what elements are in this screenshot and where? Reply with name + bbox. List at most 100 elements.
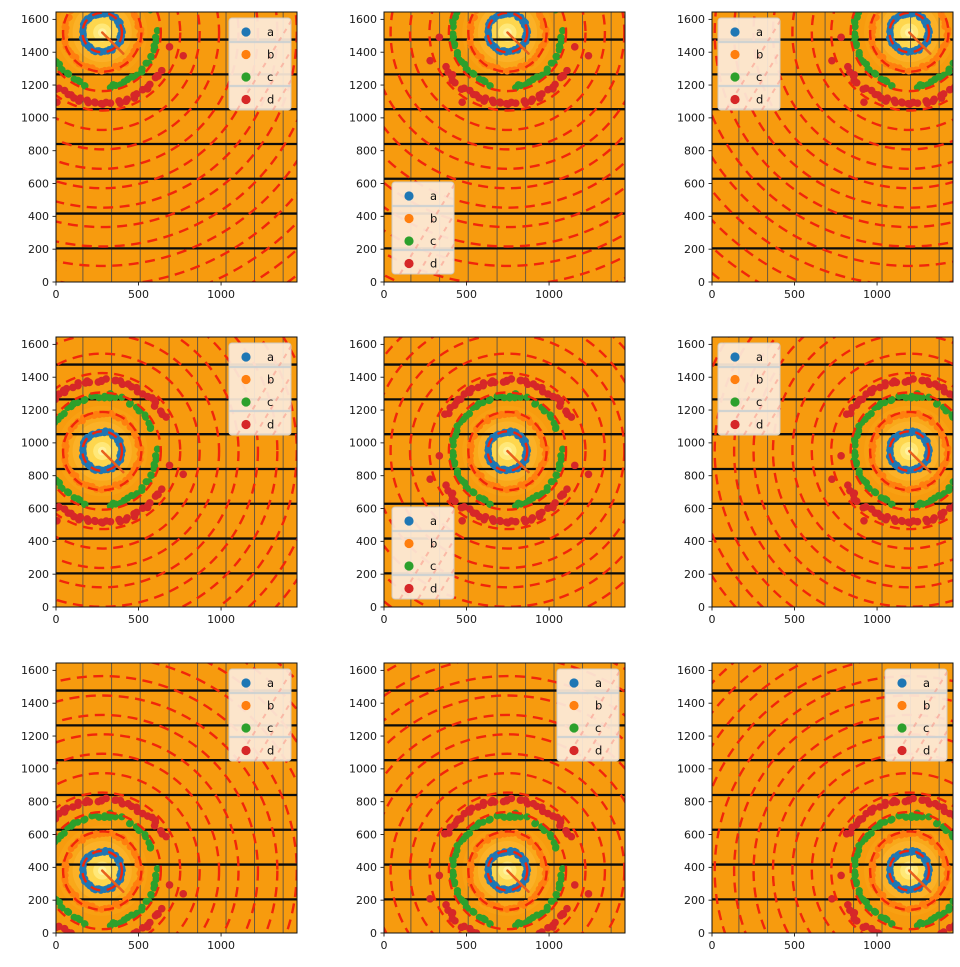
scatter-point [559, 910, 568, 918]
scatter-point [450, 42, 459, 50]
legend-marker-c [404, 236, 414, 246]
scatter-point [883, 916, 891, 924]
scatter-point [954, 844, 960, 851]
scatter-point [871, 908, 880, 916]
legend-marker-a [241, 352, 251, 362]
scatter-point [883, 496, 891, 504]
scatter-point [51, 4, 58, 7]
red-dashed-contour-circle [81, 430, 124, 473]
legend-label-b: b [756, 373, 763, 387]
axes-spines [383, 662, 626, 934]
red-dashed-contour-circle [61, 410, 143, 492]
red-dashed-contour-circle [830, 371, 953, 531]
scatter-point [891, 517, 900, 525]
scatter-point [472, 929, 481, 933]
scatter-ring-c [46, 390, 162, 510]
scatter-point [897, 98, 906, 106]
y-tick-label: 1000 [21, 112, 49, 125]
scatter-point [907, 813, 916, 822]
legend-label-d: d [430, 257, 437, 271]
scatter-point [474, 803, 482, 811]
legend-hatch-line [417, 182, 454, 274]
scatter-point [552, 52, 560, 61]
scatter-point [527, 936, 535, 944]
scatter-point [43, 915, 51, 923]
scatter-point [874, 425, 882, 433]
scatter-point [94, 797, 103, 806]
scatter-point [481, 94, 490, 103]
scatter-point [837, 33, 845, 42]
scatter-ring-d [56, 375, 188, 527]
legend-label-c: c [756, 395, 762, 409]
red-dashed-contour-circle [486, 12, 529, 54]
legend-marker-a [241, 678, 251, 688]
scatter-point [56, 815, 60, 823]
legend-label-b: b [923, 699, 930, 713]
x-tick-label: 0 [53, 613, 60, 626]
x-tick-label: 500 [128, 613, 149, 626]
red-dashed-contour-circle [888, 849, 931, 892]
legend-label-b: b [267, 699, 274, 713]
scatter-point [451, 497, 459, 506]
legend-label-d: d [267, 744, 274, 758]
scatter-point [531, 819, 540, 827]
scatter-point [138, 65, 146, 73]
legend-label-c: c [923, 721, 929, 735]
scatter-point [145, 4, 152, 8]
scatter-point [97, 938, 105, 946]
legend-marker-b [730, 374, 740, 385]
scatter-point [570, 881, 579, 889]
scatter-point [76, 77, 84, 86]
legend-marker-b [730, 49, 740, 60]
y-tick-label: 1200 [677, 730, 705, 743]
scatter-point [46, 459, 53, 466]
scatter-point [64, 70, 73, 78]
scatter-point [527, 4, 534, 7]
scatter-point [559, 490, 568, 499]
y-tick-label: 1200 [349, 730, 377, 743]
scatter-point [489, 517, 498, 525]
legend-marker-c [730, 72, 740, 82]
scatter-point [156, 407, 165, 415]
scatter-point [85, 937, 93, 945]
scatter-point [890, 935, 898, 943]
legend-label-b: b [267, 48, 274, 62]
scatter-point [81, 379, 90, 387]
y-tick-label: 200 [28, 894, 49, 907]
scatter-point [157, 485, 166, 493]
x-tick-label: 1000 [863, 288, 891, 301]
scatter-point [543, 903, 551, 911]
scatter-point [531, 399, 540, 408]
scatter-point [489, 98, 498, 107]
legend-marker-b [241, 700, 251, 711]
scatter-point [54, 4, 61, 5]
scatter-point [49, 887, 56, 894]
scatter-point [954, 843, 960, 850]
y-tick-label: 800 [356, 469, 377, 482]
scatter-point [918, 376, 926, 385]
legend-hatch-line [582, 669, 619, 761]
x-tick-label: 0 [53, 939, 60, 952]
scatter-point [90, 516, 99, 525]
y-tick-label: 1600 [349, 13, 377, 26]
axes-spines [383, 11, 626, 283]
scatter-point [91, 936, 99, 944]
scatter-point [538, 90, 546, 98]
center-streak [908, 31, 932, 55]
red-dashed-contour-circle [732, 337, 833, 607]
scatter-ring-c [850, 12, 953, 92]
scatter-point [46, 461, 53, 468]
scatter-point [165, 43, 174, 51]
scatter-point [107, 937, 115, 945]
scatter-point [156, 826, 165, 835]
scatter-point [484, 4, 491, 6]
scatter-point [883, 94, 892, 103]
scatter-point [852, 78, 861, 87]
scatter-point [81, 920, 89, 928]
legend-hatch-line [743, 343, 780, 435]
legend-hatch-line [743, 18, 780, 110]
y-tick-label: 1600 [677, 338, 705, 351]
scatter-point [43, 909, 51, 917]
